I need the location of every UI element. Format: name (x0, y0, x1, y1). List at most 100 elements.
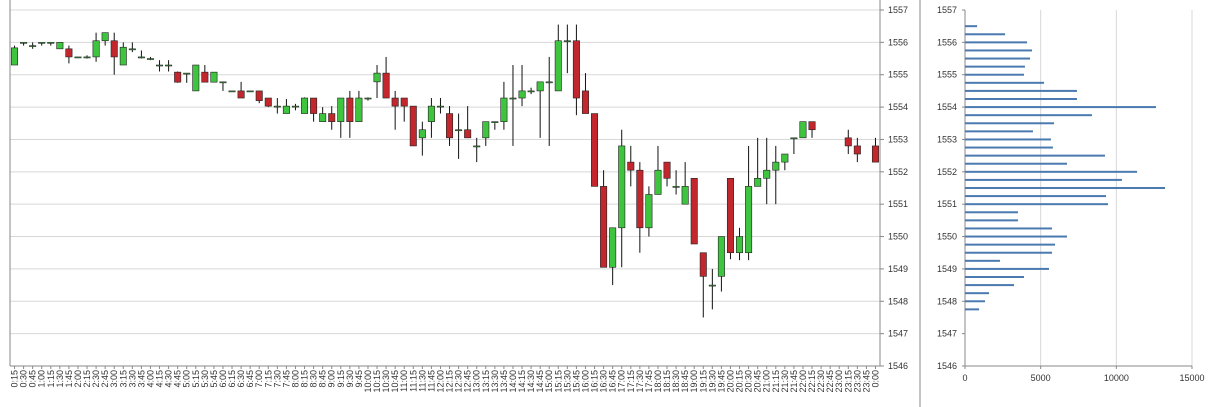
candle-body (355, 97, 363, 122)
x-tick-label: 10:45 (390, 370, 400, 393)
x-tick-label: 3:00 (109, 370, 119, 388)
x-tick-label: 15:15 (553, 370, 563, 393)
x-tick-label: 22:00 (798, 370, 808, 393)
candle-body (319, 113, 327, 122)
volume-bar (965, 73, 1025, 76)
candle-body (92, 40, 100, 58)
candle-body (38, 42, 46, 44)
x-tick-label: 14:00 (508, 370, 518, 393)
volume-bar (965, 267, 1049, 270)
x-tick-label: 16:45 (608, 370, 618, 393)
y-tick-label: 1556 (937, 37, 957, 47)
x-tick-label: 9:00 (327, 370, 337, 388)
candle-body (627, 161, 635, 171)
x-tick-label: 16:00 (580, 370, 590, 393)
candle-body (301, 97, 309, 114)
x-tick-label: 12:45 (463, 370, 473, 393)
y-tick-label: 1549 (888, 264, 908, 274)
candle-body (246, 90, 254, 93)
candle-body (110, 40, 118, 58)
candle-body (346, 97, 354, 122)
y-tick-label: 1549 (937, 264, 957, 274)
x-tick-label: 1:15 (46, 370, 56, 388)
candle-body (119, 46, 127, 66)
x-tick-label: 2:45 (100, 370, 110, 388)
candle-body (337, 97, 345, 122)
x-tick-label: 4:30 (164, 370, 174, 388)
x-tick-label: 14:15 (517, 370, 527, 393)
x-tick-label: 16:30 (599, 370, 609, 393)
candle-body (708, 284, 716, 287)
x-tick-label: 10:15 (372, 370, 382, 393)
y-tick-label: 1548 (937, 296, 957, 306)
volume-bar (965, 292, 990, 295)
candle-body (799, 121, 807, 139)
volume-bar (965, 178, 1122, 181)
candle-body (754, 177, 762, 187)
candle-body (174, 71, 182, 83)
x-tick-label: 10:30 (381, 370, 391, 393)
volume-bar (965, 25, 978, 28)
volume-bar (965, 138, 1051, 141)
volume-bar (965, 259, 1000, 262)
candle-body (536, 81, 544, 92)
candle-body (645, 194, 653, 229)
x-tick-label: 23:15 (843, 370, 853, 393)
x-tick-label: 7:15 (263, 370, 273, 388)
x-tick-label: 21:45 (789, 370, 799, 393)
candle-body (790, 137, 798, 140)
y-tick-label: 1557 (937, 5, 957, 15)
candle-body (373, 72, 381, 83)
volume-bar (965, 122, 1054, 125)
x-tick-label: 8:45 (318, 370, 328, 388)
x-tick-label: 23:45 (861, 370, 871, 393)
x-tick-label: 4:15 (155, 370, 165, 388)
volume-bar (965, 57, 1031, 60)
x-tick-label: 10000 (1104, 373, 1129, 383)
x-tick-label: 1:00 (37, 370, 47, 388)
volume-bar (965, 106, 1156, 109)
volume-bar (965, 41, 1028, 44)
candle-body (581, 90, 589, 114)
candle-body (545, 81, 553, 84)
volume-bar (965, 65, 1025, 68)
volume-bar (965, 81, 1044, 84)
volume-bar (965, 187, 1166, 189)
x-tick-label: 20:45 (753, 370, 763, 393)
volume-bar (965, 276, 1025, 278)
y-tick-label: 1546 (937, 361, 957, 371)
volume-bar (965, 243, 1056, 246)
y-tick-label: 1547 (888, 329, 908, 339)
x-tick-label: 13:45 (499, 370, 509, 393)
candle-body (618, 145, 626, 229)
candle-body (636, 169, 644, 229)
x-tick-label: 11:30 (417, 370, 427, 392)
x-tick-label: 0:15 (10, 370, 20, 388)
candle-body (699, 252, 707, 277)
candle-body (491, 121, 499, 123)
x-tick-label: 17:30 (635, 370, 645, 393)
volume-bar (965, 170, 1138, 173)
x-tick-label: 2:30 (91, 370, 101, 388)
x-tick-label: 18:45 (680, 370, 690, 393)
candle-body (781, 153, 789, 163)
x-tick-label: 15:00 (544, 370, 554, 393)
volume-bar (965, 89, 1077, 92)
candle-body (500, 97, 508, 122)
x-tick-label: 14:45 (535, 370, 545, 393)
candle-body (310, 97, 318, 114)
candle-body (446, 113, 454, 139)
x-tick-label: 16:15 (590, 370, 600, 393)
x-tick-label: 0 (962, 373, 967, 383)
y-tick-label: 1551 (888, 199, 908, 209)
x-tick-label: 3:15 (118, 370, 128, 388)
candle-body (518, 90, 526, 99)
y-tick-label: 1555 (888, 70, 908, 80)
candle-body (282, 105, 290, 114)
candle-body (717, 236, 725, 277)
candle-body (264, 97, 272, 107)
candle-body (726, 177, 734, 254)
candle-body (65, 48, 73, 58)
x-tick-label: 15000 (1179, 373, 1204, 383)
candle-body (482, 121, 490, 139)
